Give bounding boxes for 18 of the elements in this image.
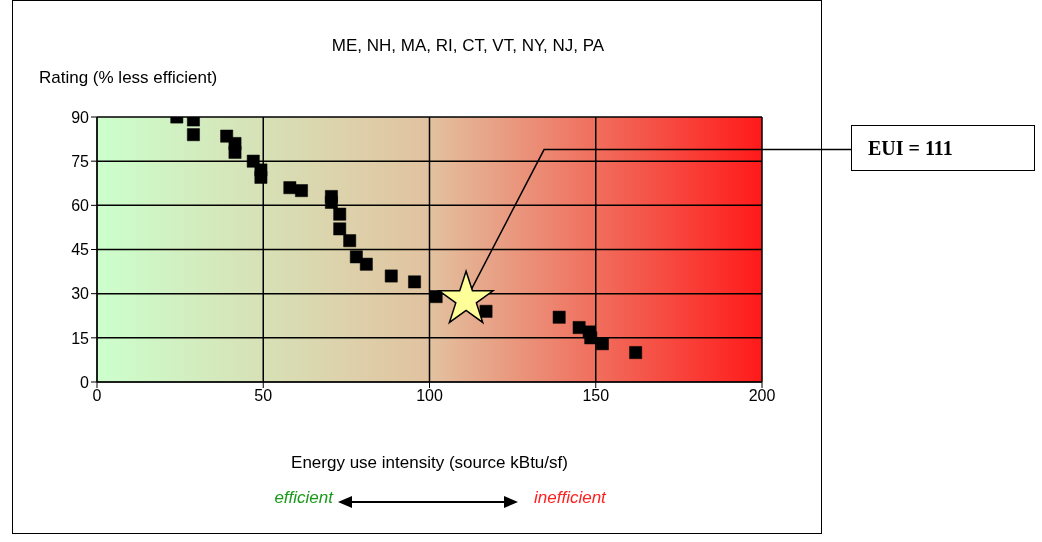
x-tick-label: 100 bbox=[416, 387, 443, 405]
chart-title: ME, NH, MA, RI, CT, VT, NY, NJ, PA bbox=[330, 36, 606, 56]
y-tick-label: 45 bbox=[71, 241, 90, 259]
x-tick-label: 0 bbox=[92, 387, 102, 405]
y-tick-label: 90 bbox=[71, 108, 90, 126]
y-tick-label: 30 bbox=[71, 285, 90, 303]
x-tick-label: 200 bbox=[748, 387, 776, 405]
x-tick-label: 150 bbox=[582, 387, 610, 405]
x-axis-title: Energy use intensity (source kBtu/sf) bbox=[290, 453, 569, 473]
y-tick-label: 60 bbox=[71, 197, 90, 215]
text: inefficient bbox=[534, 488, 606, 508]
y-tick-label: 75 bbox=[71, 152, 90, 170]
annotation: EUI = 111 bbox=[851, 124, 1035, 171]
y-axis-title: Rating (% less efficient) bbox=[39, 68, 218, 88]
y-tick-label: 0 bbox=[80, 373, 90, 391]
y-tick-label: 15 bbox=[71, 329, 90, 347]
text: efficient bbox=[274, 488, 333, 508]
x-tick-label: 50 bbox=[254, 387, 273, 405]
